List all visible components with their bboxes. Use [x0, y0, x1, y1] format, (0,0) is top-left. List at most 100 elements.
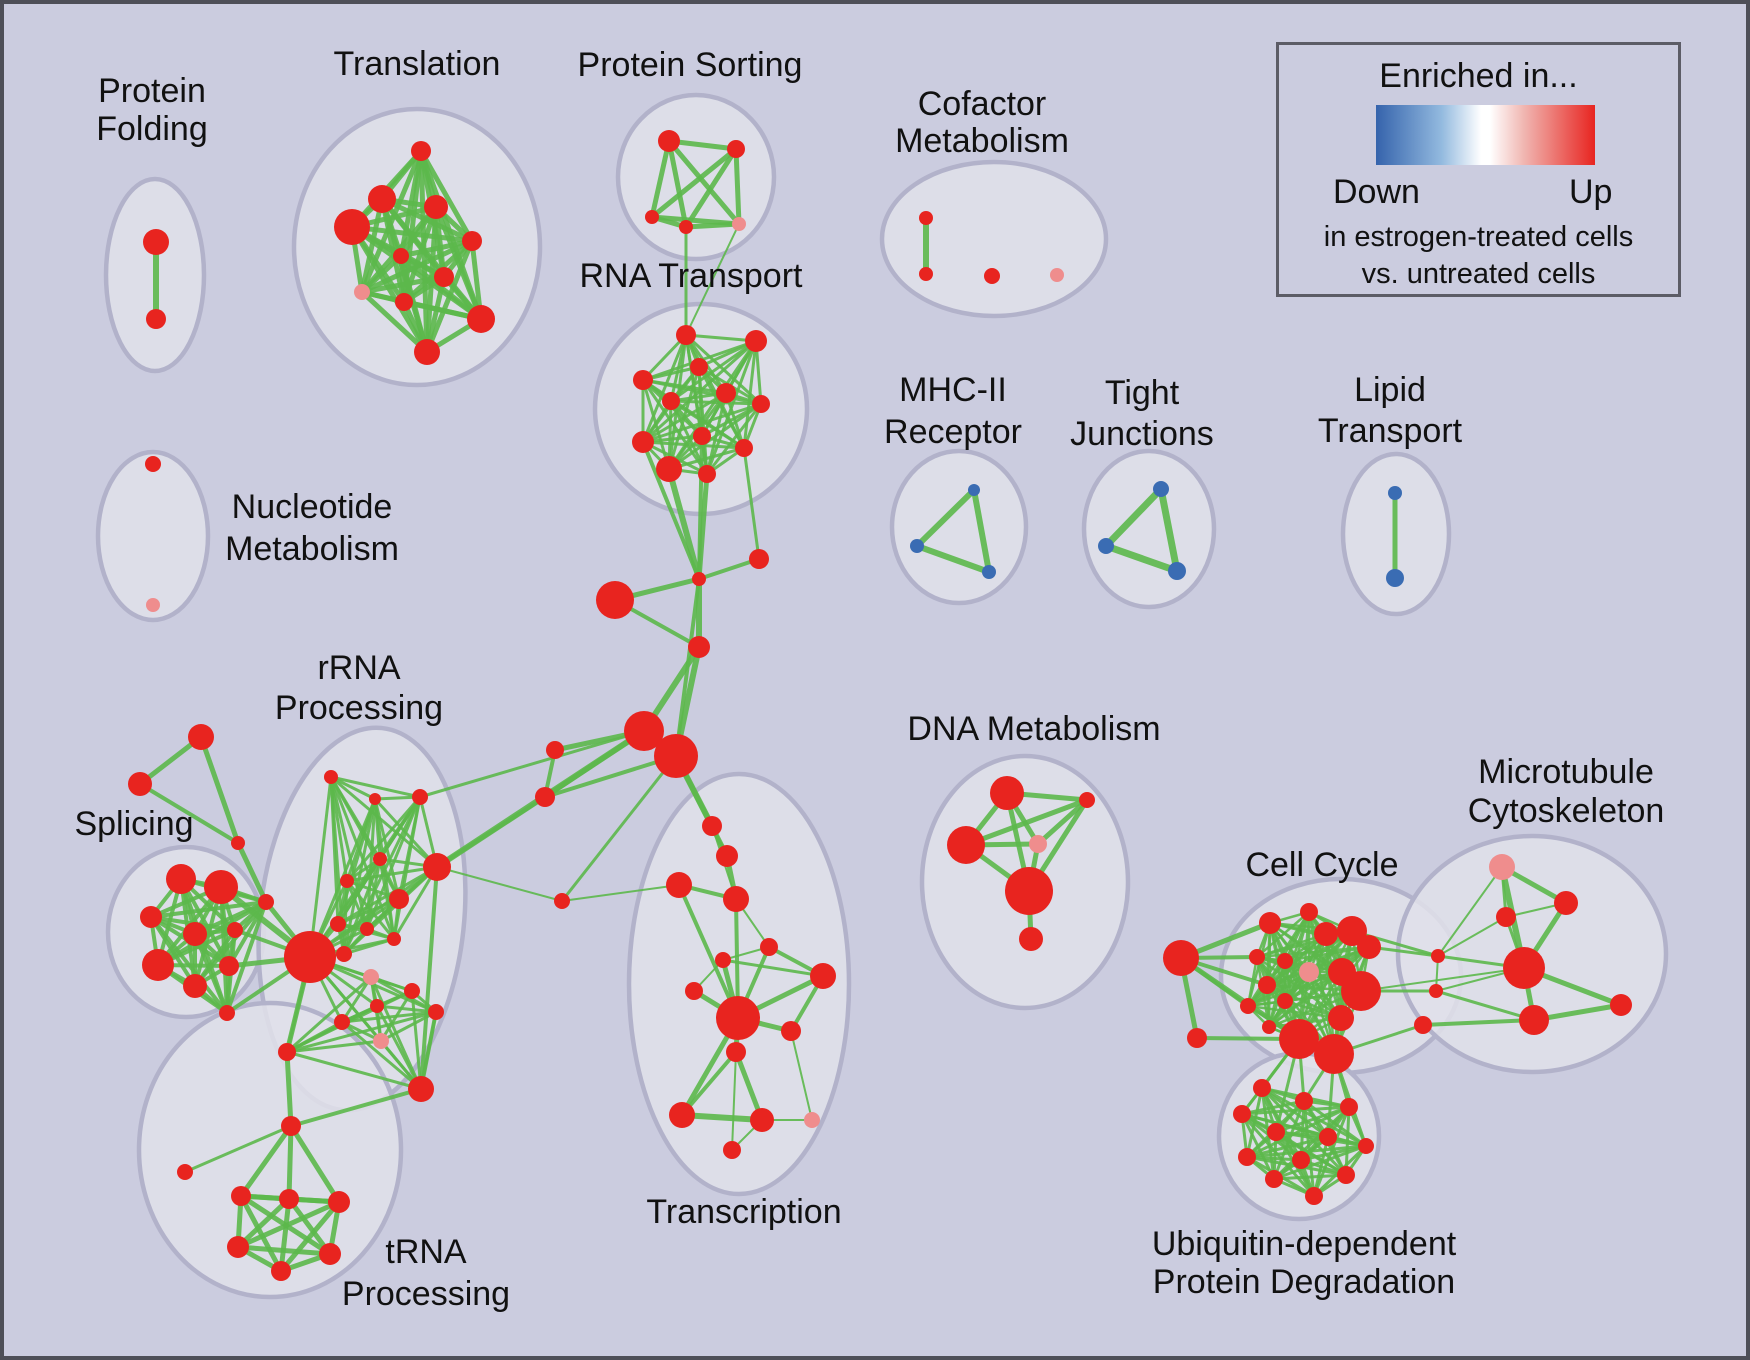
node-tn3 — [279, 1189, 299, 1209]
node-sp6 — [142, 949, 174, 981]
node-rt2 — [745, 330, 767, 352]
edge — [433, 204, 484, 322]
legend-note-line2: vs. untreated cells — [1361, 258, 1596, 290]
edge — [680, 1050, 738, 1117]
node-rr1 — [324, 770, 338, 784]
cluster-label-rrna-processing: rRNA — [317, 649, 400, 687]
edge — [641, 440, 746, 450]
node-x2 — [128, 772, 152, 796]
edge — [329, 775, 369, 931]
node-mtj2 — [1429, 984, 1443, 998]
node-cc1 — [1187, 1028, 1207, 1048]
node-rrh — [284, 931, 336, 983]
edge — [1245, 1105, 1351, 1159]
node-tx12 — [669, 1102, 695, 1128]
node-ps5 — [732, 217, 746, 231]
node-c2 — [749, 549, 769, 569]
edge — [359, 253, 404, 295]
edge — [914, 543, 992, 575]
node-sp2 — [204, 870, 238, 904]
node-ps2 — [727, 140, 745, 158]
edge — [685, 223, 740, 336]
edge — [342, 865, 439, 956]
node-ub8 — [1238, 1148, 1256, 1166]
node-cc12 — [1341, 971, 1381, 1011]
node-rt5 — [716, 383, 736, 403]
edge — [914, 487, 977, 549]
edge — [436, 866, 563, 902]
edge — [742, 446, 761, 561]
edge — [721, 958, 825, 978]
node-rr2 — [369, 793, 381, 805]
node-t4 — [424, 195, 448, 219]
node-c1 — [596, 581, 634, 619]
node-rr3 — [412, 789, 428, 805]
edge — [238, 1123, 294, 1199]
edge — [1102, 542, 1181, 575]
edge — [365, 857, 382, 931]
node-tx1 — [702, 816, 722, 836]
cluster-label-tight-junctions: Junctions — [1070, 415, 1214, 453]
edge — [666, 138, 689, 230]
cluster-label-cell-cycle: Cell Cycle — [1245, 846, 1398, 884]
edge — [235, 840, 269, 905]
edge — [742, 339, 758, 450]
edge — [667, 402, 763, 471]
node-rt10 — [735, 439, 753, 457]
cluster-ellipse-mhc-ii-receptor — [889, 448, 1029, 606]
edge — [183, 1124, 293, 1174]
edge — [359, 289, 430, 355]
node-ub11 — [1265, 1170, 1283, 1188]
edge — [238, 1193, 284, 1274]
edge — [156, 900, 268, 967]
node-j1 — [692, 572, 706, 586]
node-c5 — [535, 787, 555, 807]
edge — [1246, 970, 1344, 1008]
node-t11 — [414, 339, 440, 365]
node-mt6 — [1610, 994, 1632, 1016]
cluster-label-microtubule-cytoskeleton: Microtubule — [1478, 753, 1654, 791]
node-tn2 — [231, 1186, 251, 1206]
node-cm2 — [919, 267, 933, 281]
cluster-label-nucleotide-metabolism: Nucleotide — [232, 488, 393, 526]
node-mt3 — [1496, 907, 1516, 927]
edge — [1265, 983, 1343, 1020]
edge — [410, 989, 423, 1091]
node-mt1 — [1489, 854, 1515, 880]
node-rr7 — [423, 853, 451, 881]
node-sp5 — [227, 922, 243, 938]
edge — [359, 196, 385, 295]
edge — [543, 754, 678, 799]
edge — [418, 148, 475, 244]
node-cc6 — [1357, 935, 1381, 959]
node-h2 — [654, 734, 698, 778]
cluster-label-rrna-processing: Processing — [275, 689, 443, 727]
node-nm1 — [145, 456, 161, 472]
node-c3 — [688, 636, 710, 658]
node-ub12 — [1305, 1187, 1323, 1205]
edge — [1437, 916, 1507, 957]
edge — [308, 775, 333, 959]
cluster-ellipse-cofactor-metabolism — [879, 159, 1109, 319]
cluster-label-lipid-transport: Transport — [1318, 412, 1463, 450]
cluster-label-mhc-ii-receptor: MHC-II — [899, 371, 1007, 409]
node-cc3 — [1300, 903, 1318, 921]
edge — [1102, 485, 1165, 550]
node-cc15 — [1328, 1005, 1354, 1031]
edge — [1421, 1018, 1536, 1027]
edge — [1312, 1105, 1351, 1198]
node-tj2 — [1098, 538, 1114, 554]
node-ub1 — [1253, 1079, 1271, 1097]
node-tx14 — [804, 1112, 820, 1128]
node-cc13 — [1240, 998, 1256, 1014]
edge — [418, 729, 646, 799]
edge — [336, 797, 377, 926]
node-lt1 — [1388, 486, 1402, 500]
node-rr15 — [428, 1004, 444, 1020]
node-sp1 — [166, 864, 196, 894]
node-tx5 — [715, 952, 731, 968]
node-t5 — [462, 231, 482, 251]
node-cc8 — [1277, 953, 1293, 969]
node-t8 — [354, 284, 370, 300]
